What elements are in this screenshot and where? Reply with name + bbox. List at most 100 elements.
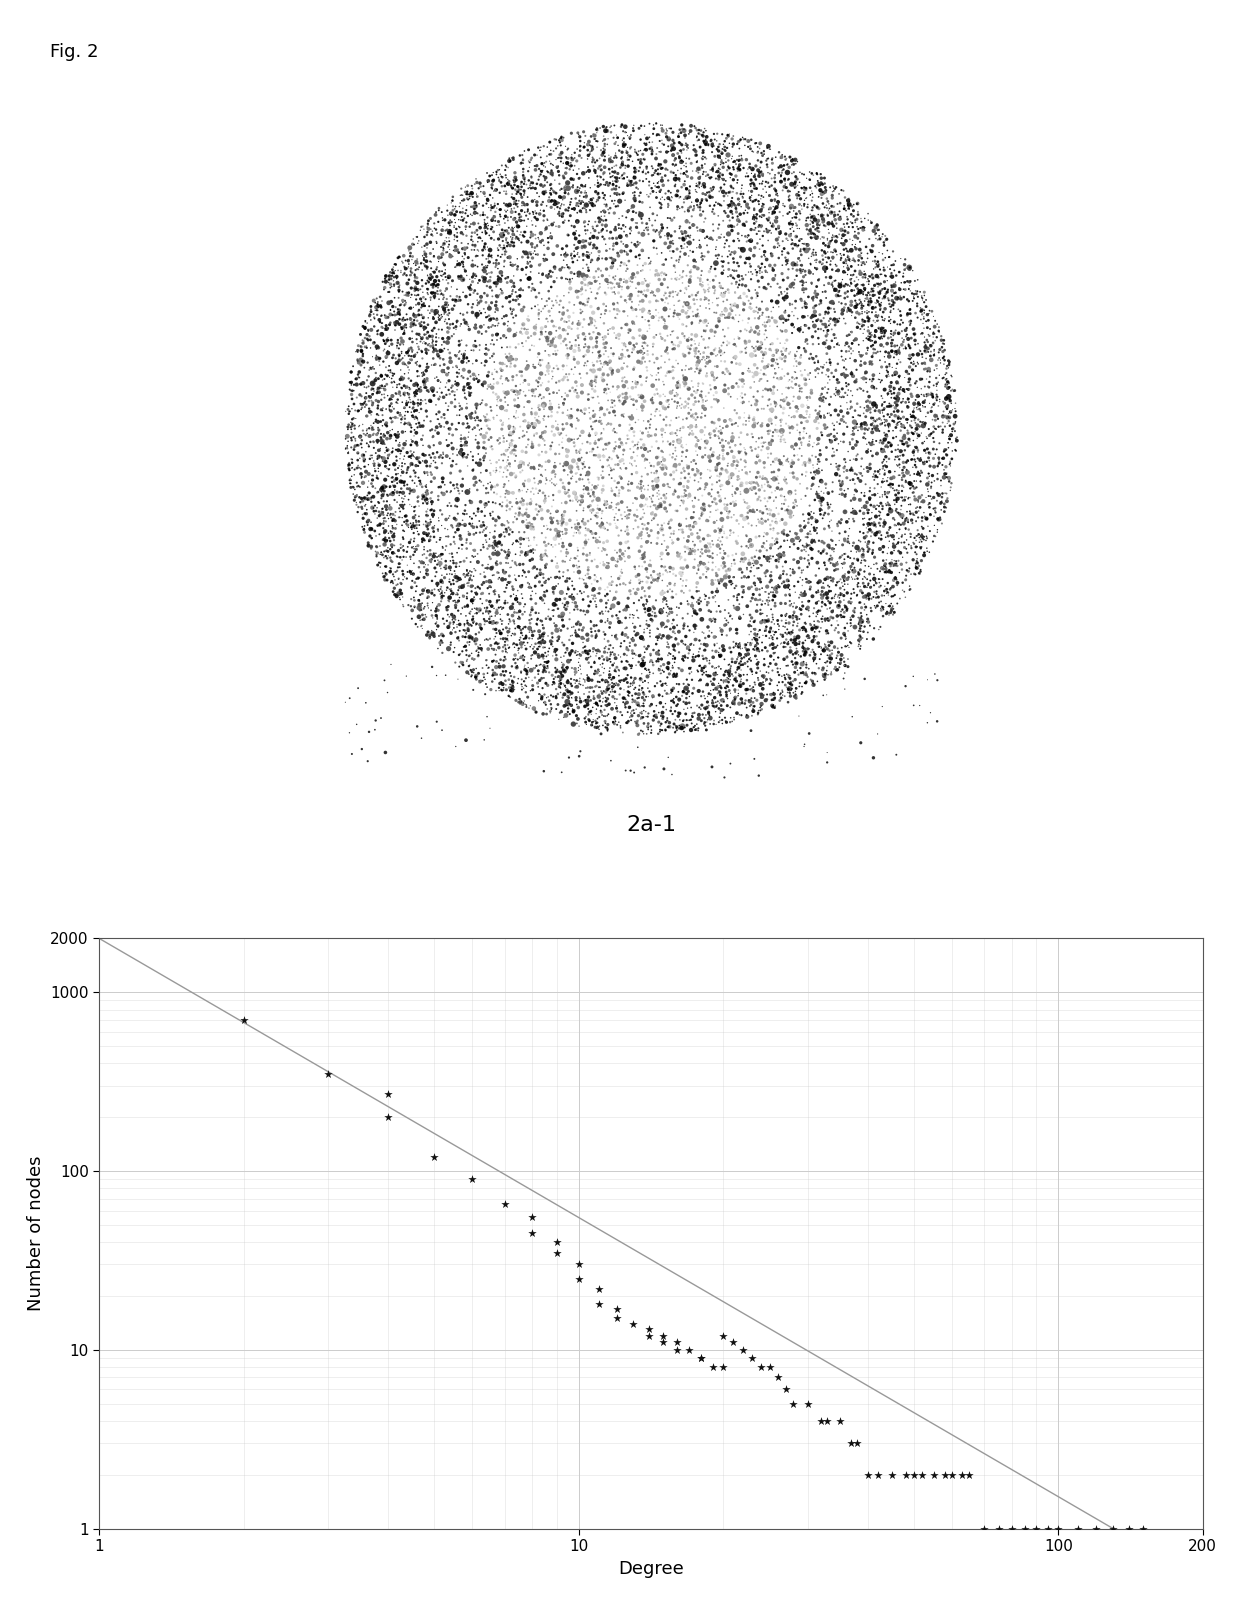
Point <box>645 595 665 621</box>
Point <box>849 631 869 656</box>
Point <box>869 494 889 520</box>
Point <box>427 560 446 586</box>
Point <box>600 146 620 172</box>
Point <box>394 394 414 420</box>
Point <box>892 270 911 296</box>
Point <box>692 174 712 200</box>
Point <box>898 433 918 459</box>
Point <box>521 586 541 611</box>
Point <box>629 146 649 172</box>
Point <box>702 132 722 158</box>
Point <box>780 211 800 237</box>
Point <box>693 143 713 169</box>
Point <box>694 655 714 681</box>
Point <box>687 142 707 167</box>
Point <box>831 602 851 628</box>
Point <box>807 212 827 238</box>
Point <box>482 669 502 695</box>
Point <box>801 380 821 405</box>
Point <box>552 629 572 655</box>
Point <box>371 512 391 537</box>
Point <box>563 523 583 549</box>
Point <box>469 619 489 645</box>
Point <box>456 311 476 336</box>
Point <box>895 438 915 463</box>
Point <box>355 325 374 351</box>
Point <box>713 341 733 367</box>
Point <box>596 542 616 568</box>
Point <box>847 391 867 417</box>
Point <box>768 608 787 634</box>
Point <box>935 491 955 516</box>
Point <box>801 499 821 525</box>
Point <box>903 473 923 499</box>
Point <box>459 359 479 385</box>
Point <box>593 216 613 241</box>
Point <box>789 642 808 668</box>
Point <box>418 592 438 618</box>
Point <box>450 190 470 216</box>
Point <box>746 153 766 179</box>
Point <box>885 459 905 484</box>
Point <box>919 539 939 565</box>
Point <box>409 587 429 613</box>
Point <box>637 364 657 389</box>
Point <box>647 648 667 674</box>
Point <box>682 660 702 685</box>
Point <box>835 541 854 566</box>
Point <box>732 380 751 405</box>
Point <box>738 357 758 383</box>
Point <box>459 644 479 669</box>
Point <box>744 196 764 222</box>
Point <box>843 422 863 447</box>
Point <box>880 475 900 500</box>
Point <box>908 439 928 465</box>
Point <box>458 616 477 642</box>
Point <box>590 404 610 430</box>
Point <box>795 188 815 214</box>
Point <box>558 541 578 566</box>
Point <box>791 288 811 314</box>
Point <box>420 418 440 444</box>
Point <box>634 344 653 370</box>
Point <box>826 238 846 264</box>
Point <box>391 259 410 285</box>
Point <box>749 159 769 185</box>
Point <box>661 462 681 488</box>
Point <box>605 306 625 331</box>
Point <box>870 428 890 454</box>
Point <box>754 682 774 708</box>
Point <box>489 209 508 235</box>
Point <box>835 550 854 576</box>
Point <box>873 693 893 719</box>
Point <box>541 320 560 346</box>
Point <box>575 277 595 302</box>
Point <box>827 241 847 267</box>
Point <box>715 565 735 591</box>
Point <box>832 377 852 402</box>
Point <box>723 179 743 204</box>
Point <box>427 594 446 619</box>
Point <box>777 523 797 549</box>
Point <box>746 660 766 685</box>
Point <box>908 462 928 488</box>
Point <box>425 269 445 294</box>
Point <box>656 285 676 311</box>
Point <box>595 200 615 225</box>
Point <box>500 434 520 460</box>
Point <box>722 200 742 225</box>
Point <box>632 568 652 594</box>
Point <box>687 412 707 438</box>
Point <box>396 418 415 444</box>
Point <box>568 516 588 542</box>
Point <box>789 232 808 257</box>
Point <box>775 364 795 389</box>
Point <box>720 695 740 721</box>
Point <box>508 404 528 430</box>
Point <box>450 618 470 644</box>
Point <box>935 391 955 417</box>
Point <box>692 1345 712 1371</box>
Point <box>552 759 572 785</box>
Point <box>670 130 689 156</box>
Point <box>760 666 780 692</box>
